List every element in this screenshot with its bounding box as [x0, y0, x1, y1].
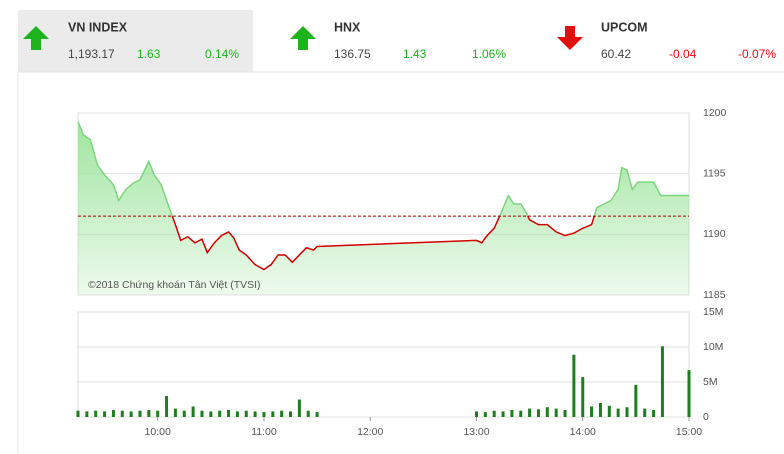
volume-bar: [111, 410, 115, 417]
volume-bar: [563, 410, 567, 417]
y-tick-label: 5M: [703, 376, 718, 388]
index-percent: -0.07%: [738, 47, 776, 61]
x-tick-label: 12:00: [357, 426, 383, 438]
volume-bar: [652, 410, 656, 417]
volume-bar: [262, 412, 266, 417]
volume-bar: [643, 408, 647, 417]
y-tick-label: 1185: [703, 289, 726, 301]
volume-bar: [156, 410, 160, 417]
volume-bar: [519, 410, 523, 417]
plot-frame: [77, 311, 690, 418]
up-arrow: [23, 26, 49, 50]
volume-bar: [634, 384, 638, 417]
y-tick-label: 0: [703, 411, 709, 423]
volume-bar: [660, 346, 664, 417]
price-line-up: [78, 121, 689, 217]
volume-bar: [182, 410, 186, 417]
volume-bar: [244, 410, 248, 417]
volume-bar: [510, 410, 514, 417]
volume-bar: [138, 410, 142, 417]
volume-bar: [289, 411, 293, 417]
volume-bar: [227, 410, 231, 417]
volume-bar: [165, 396, 169, 417]
volume-bar: [483, 412, 487, 417]
y-tick-label: 1195: [703, 167, 726, 179]
index-change: -0.04: [669, 47, 697, 61]
y-tick-label: 10M: [703, 341, 723, 353]
x-tick-label: 14:00: [570, 426, 596, 438]
index-value: 136.75: [334, 47, 371, 61]
index-change: 1.43: [403, 47, 427, 61]
volume-bar: [536, 409, 540, 417]
volume-bar: [85, 411, 89, 417]
volume-bar: [572, 354, 576, 417]
volume-bar: [173, 408, 177, 417]
volume-bar: [306, 410, 310, 417]
volume-bar: [590, 406, 594, 417]
volume-bar: [687, 370, 691, 417]
index-name: UPCOM: [601, 20, 648, 34]
volume-bar: [76, 410, 80, 417]
volume-bar: [120, 410, 124, 417]
watermark: ©2018 Chứng khoán Tân Việt (TVSI): [88, 279, 261, 291]
volume-bar: [315, 412, 319, 417]
volume-bar: [492, 410, 496, 417]
volume-bar: [607, 405, 611, 417]
y-tick-label: 1190: [703, 228, 726, 240]
index-value: 1,193.17: [68, 47, 115, 61]
x-tick-label: 13:00: [463, 426, 489, 438]
volume-bar: [129, 411, 133, 417]
volume-bar: [235, 411, 239, 417]
y-tick-label: 15M: [703, 306, 723, 318]
volume-bar: [253, 411, 257, 417]
volume-bar: [581, 377, 585, 417]
down-arrow: [557, 26, 583, 50]
volume-bar: [297, 399, 301, 417]
volume-bar: [209, 411, 213, 417]
volume-bar: [191, 406, 195, 417]
index-name: HNX: [334, 20, 361, 34]
volume-bar: [545, 407, 549, 417]
volume-bar: [554, 408, 558, 417]
index-percent: 1.06%: [472, 47, 506, 61]
index-value: 60.42: [601, 47, 631, 61]
price-line-down: [171, 216, 596, 271]
index-percent: 0.14%: [205, 47, 239, 61]
active-tile[interactable]: [18, 10, 253, 72]
volume-bar: [200, 410, 204, 417]
volume-bar: [147, 410, 151, 417]
index-name: VN INDEX: [68, 20, 128, 34]
volume-bar: [271, 411, 275, 417]
volume-bar: [528, 408, 532, 417]
volume-bar: [94, 410, 98, 417]
x-tick-label: 11:00: [251, 426, 277, 438]
volume-bar: [625, 407, 629, 417]
x-tick-label: 15:00: [676, 426, 702, 438]
volume-bar: [501, 411, 505, 417]
volume-bar: [218, 410, 222, 417]
volume-bar: [280, 410, 284, 417]
volume-bar: [616, 408, 620, 417]
volume-bar: [103, 411, 107, 417]
volume-bar: [474, 411, 478, 417]
x-tick-label: 10:00: [145, 426, 171, 438]
up-arrow: [290, 26, 316, 50]
volume-bar: [598, 403, 602, 417]
price-area: [78, 121, 689, 295]
y-tick-label: 1200: [703, 107, 727, 119]
index-change: 1.63: [137, 47, 161, 61]
